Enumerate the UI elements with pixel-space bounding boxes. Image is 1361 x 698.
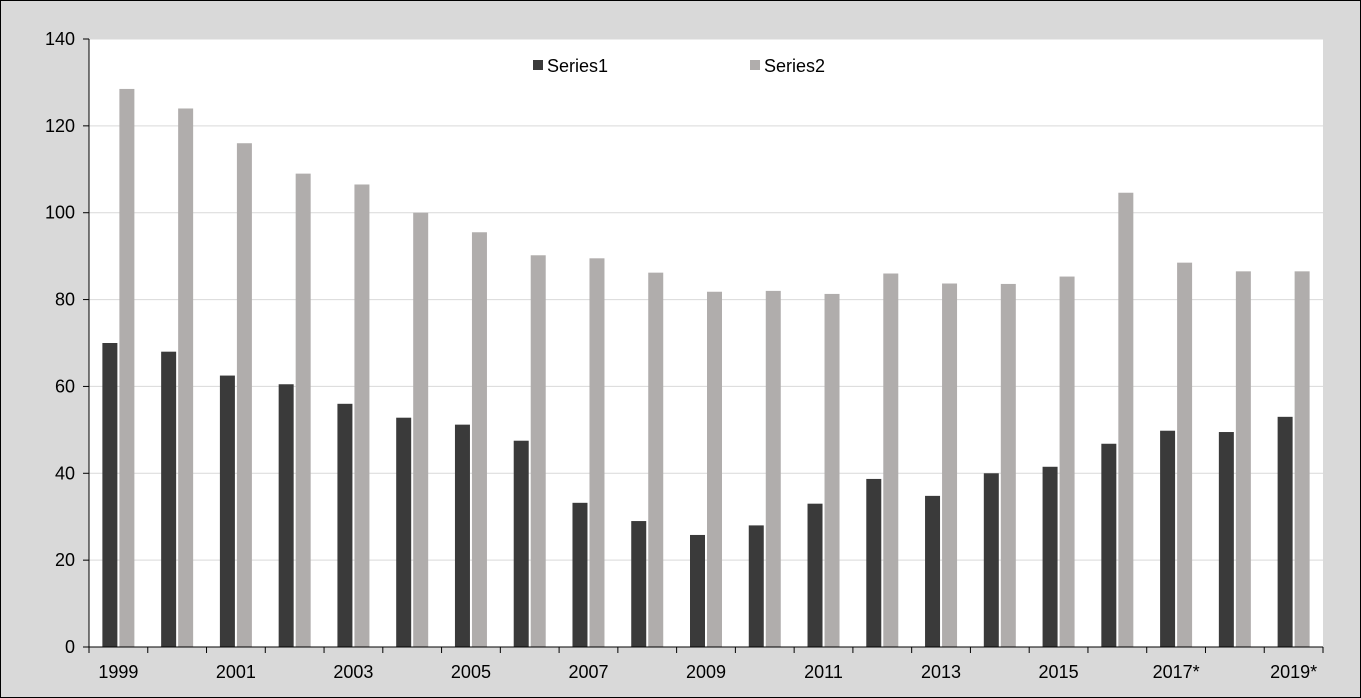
bar-series2-2011 (824, 293, 840, 647)
bar-series2-2008 (648, 272, 664, 647)
bar-series2-2018 (1235, 271, 1251, 647)
bar-series1-2001 (219, 375, 235, 647)
bar-series1-2007 (572, 502, 588, 647)
y-tick-labels: 0 20 40 60 80 100 120 140 (45, 29, 75, 657)
bar-series1-2006 (513, 440, 529, 647)
legend-swatch-series1 (533, 60, 543, 70)
bar-series2-2013 (942, 283, 958, 647)
bar-series1-2014 (983, 473, 999, 647)
bar-series2-2000 (178, 108, 194, 647)
bar-series2-2003 (354, 184, 370, 647)
gridlines (83, 38, 1323, 648)
legend-label-series1: Series1 (547, 56, 608, 76)
bar-series2-2019 (1294, 271, 1310, 647)
axes (88, 39, 1324, 653)
x-tick-label: 2003 (333, 662, 373, 682)
y-tick-label: 40 (55, 463, 75, 483)
bar-series2-2017 (1177, 262, 1193, 647)
x-tick-label: 2017* (1153, 662, 1200, 682)
bar-series1-2009 (690, 534, 705, 647)
bar-series2-2002 (295, 173, 311, 647)
bar-series1-2011 (807, 503, 823, 647)
bar-series1-2013 (925, 495, 941, 647)
bar-series1-2000 (161, 351, 177, 647)
bars (102, 88, 1310, 648)
bar-series1-2005 (454, 424, 470, 647)
bar-series2-2004 (413, 212, 429, 647)
plot-area (89, 39, 1323, 647)
bar-series1-2016 (1101, 443, 1117, 647)
y-tick-label: 20 (55, 550, 75, 570)
bar-series2-2007 (589, 258, 605, 647)
y-tick-label: 0 (65, 637, 75, 657)
y-tick-label: 140 (45, 29, 75, 49)
bar-series2-2016 (1118, 192, 1134, 648)
x-tick-label: 2019* (1270, 662, 1317, 682)
bar-series2-2010 (765, 290, 781, 647)
bar-series1-2008 (631, 521, 647, 647)
x-tick-label: 2011 (804, 662, 843, 682)
y-tick-label: 60 (55, 376, 75, 396)
y-tick-label: 120 (45, 116, 75, 136)
bar-series1-2004 (396, 417, 412, 647)
bar-series1-2012 (866, 478, 882, 647)
bar-series1-2017 (1160, 430, 1176, 647)
x-tick-label: 2009 (686, 662, 726, 682)
bar-series2-2012 (883, 273, 899, 647)
x-tick-label: 1999 (98, 662, 138, 682)
bar-series1-2015 (1042, 466, 1058, 647)
bar-series2-2015 (1059, 276, 1075, 647)
x-tick-label: 2001 (216, 662, 256, 682)
bar-series1-1999 (102, 343, 118, 647)
legend-swatch-series2 (750, 60, 760, 70)
bar-series2-2005 (471, 232, 487, 647)
bar-series2-2001 (236, 143, 252, 647)
y-tick-label: 100 (45, 203, 75, 223)
bar-series1-2010 (748, 525, 764, 647)
bar-series1-2003 (337, 403, 353, 647)
legend-label-series2: Series2 (764, 56, 825, 76)
bar-series2-2006 (530, 255, 546, 647)
x-tick-labels: 1999 2001 2003 2005 2007 2009 2011 2013 2015 2017… (98, 662, 1317, 682)
bar-series1-2018 (1218, 432, 1234, 647)
x-tick-label: 2007 (568, 662, 608, 682)
x-tick-label: 2013 (921, 662, 961, 682)
legend: Series1 Series2 (533, 56, 825, 76)
x-tick-label: 2015 (1039, 662, 1079, 682)
x-tick-label: 2005 (451, 662, 491, 682)
bar-series1-2019 (1277, 416, 1293, 647)
bar-series2-2014 (1000, 283, 1016, 647)
bar-series2-2009 (707, 291, 722, 647)
bar-series1-2002 (278, 384, 294, 647)
y-tick-label: 80 (55, 290, 75, 310)
bar-series2-1999 (119, 88, 135, 647)
